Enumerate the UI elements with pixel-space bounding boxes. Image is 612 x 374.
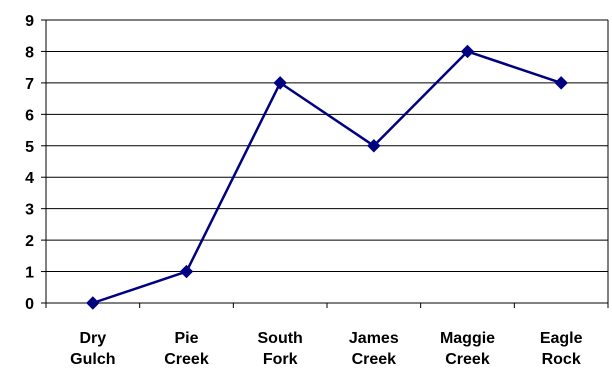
- axes: [41, 19, 609, 308]
- y-tick-label: 8: [25, 44, 34, 61]
- y-tick-label: 9: [25, 13, 34, 30]
- data-point: [367, 139, 381, 153]
- x-category-label-line: Rock: [542, 351, 581, 368]
- y-tick-label: 4: [25, 170, 34, 187]
- x-category-label: Maggie Creek: [440, 330, 495, 368]
- x-category-label-line: Dry: [79, 330, 106, 347]
- data-point: [179, 264, 194, 279]
- data-point: [273, 76, 287, 90]
- x-category-label-line: South: [258, 330, 303, 347]
- gridlines: [46, 19, 608, 273]
- x-category-label-line: Creek: [164, 351, 209, 368]
- x-category-label-line: Eagle: [540, 330, 583, 347]
- series-layer: [86, 44, 568, 310]
- data-point: [554, 76, 568, 90]
- y-tick-label: 5: [25, 139, 34, 156]
- x-category-label-line: Creek: [445, 351, 490, 368]
- y-tick-label: 3: [25, 202, 34, 219]
- y-tick-label: 6: [25, 107, 34, 124]
- y-tick-label: 2: [25, 233, 34, 250]
- x-category-label-line: James: [349, 330, 399, 347]
- x-category-label-line: Creek: [352, 351, 397, 368]
- x-category-label-line: Fork: [263, 351, 298, 368]
- y-tick-labels: 0 1 2 3 4 5 6 7 8 9: [25, 13, 34, 313]
- data-point: [86, 296, 100, 310]
- series-line: [92, 50, 562, 305]
- y-tick-label: 1: [25, 265, 34, 282]
- x-category-label-line: Gulch: [70, 351, 115, 368]
- x-category-label: James Creek: [349, 330, 399, 368]
- x-category-label: South Fork: [258, 330, 303, 368]
- y-tick-label: 0: [25, 296, 34, 313]
- x-category-label: Pie Creek: [164, 330, 209, 368]
- y-tick-label: 7: [25, 76, 34, 93]
- x-category-label: Eagle Rock: [540, 330, 583, 368]
- x-category-label-line: Maggie: [440, 330, 495, 347]
- x-category-label: Dry Gulch: [70, 330, 115, 368]
- data-point: [460, 44, 475, 59]
- x-category-label-line: Pie: [174, 330, 198, 347]
